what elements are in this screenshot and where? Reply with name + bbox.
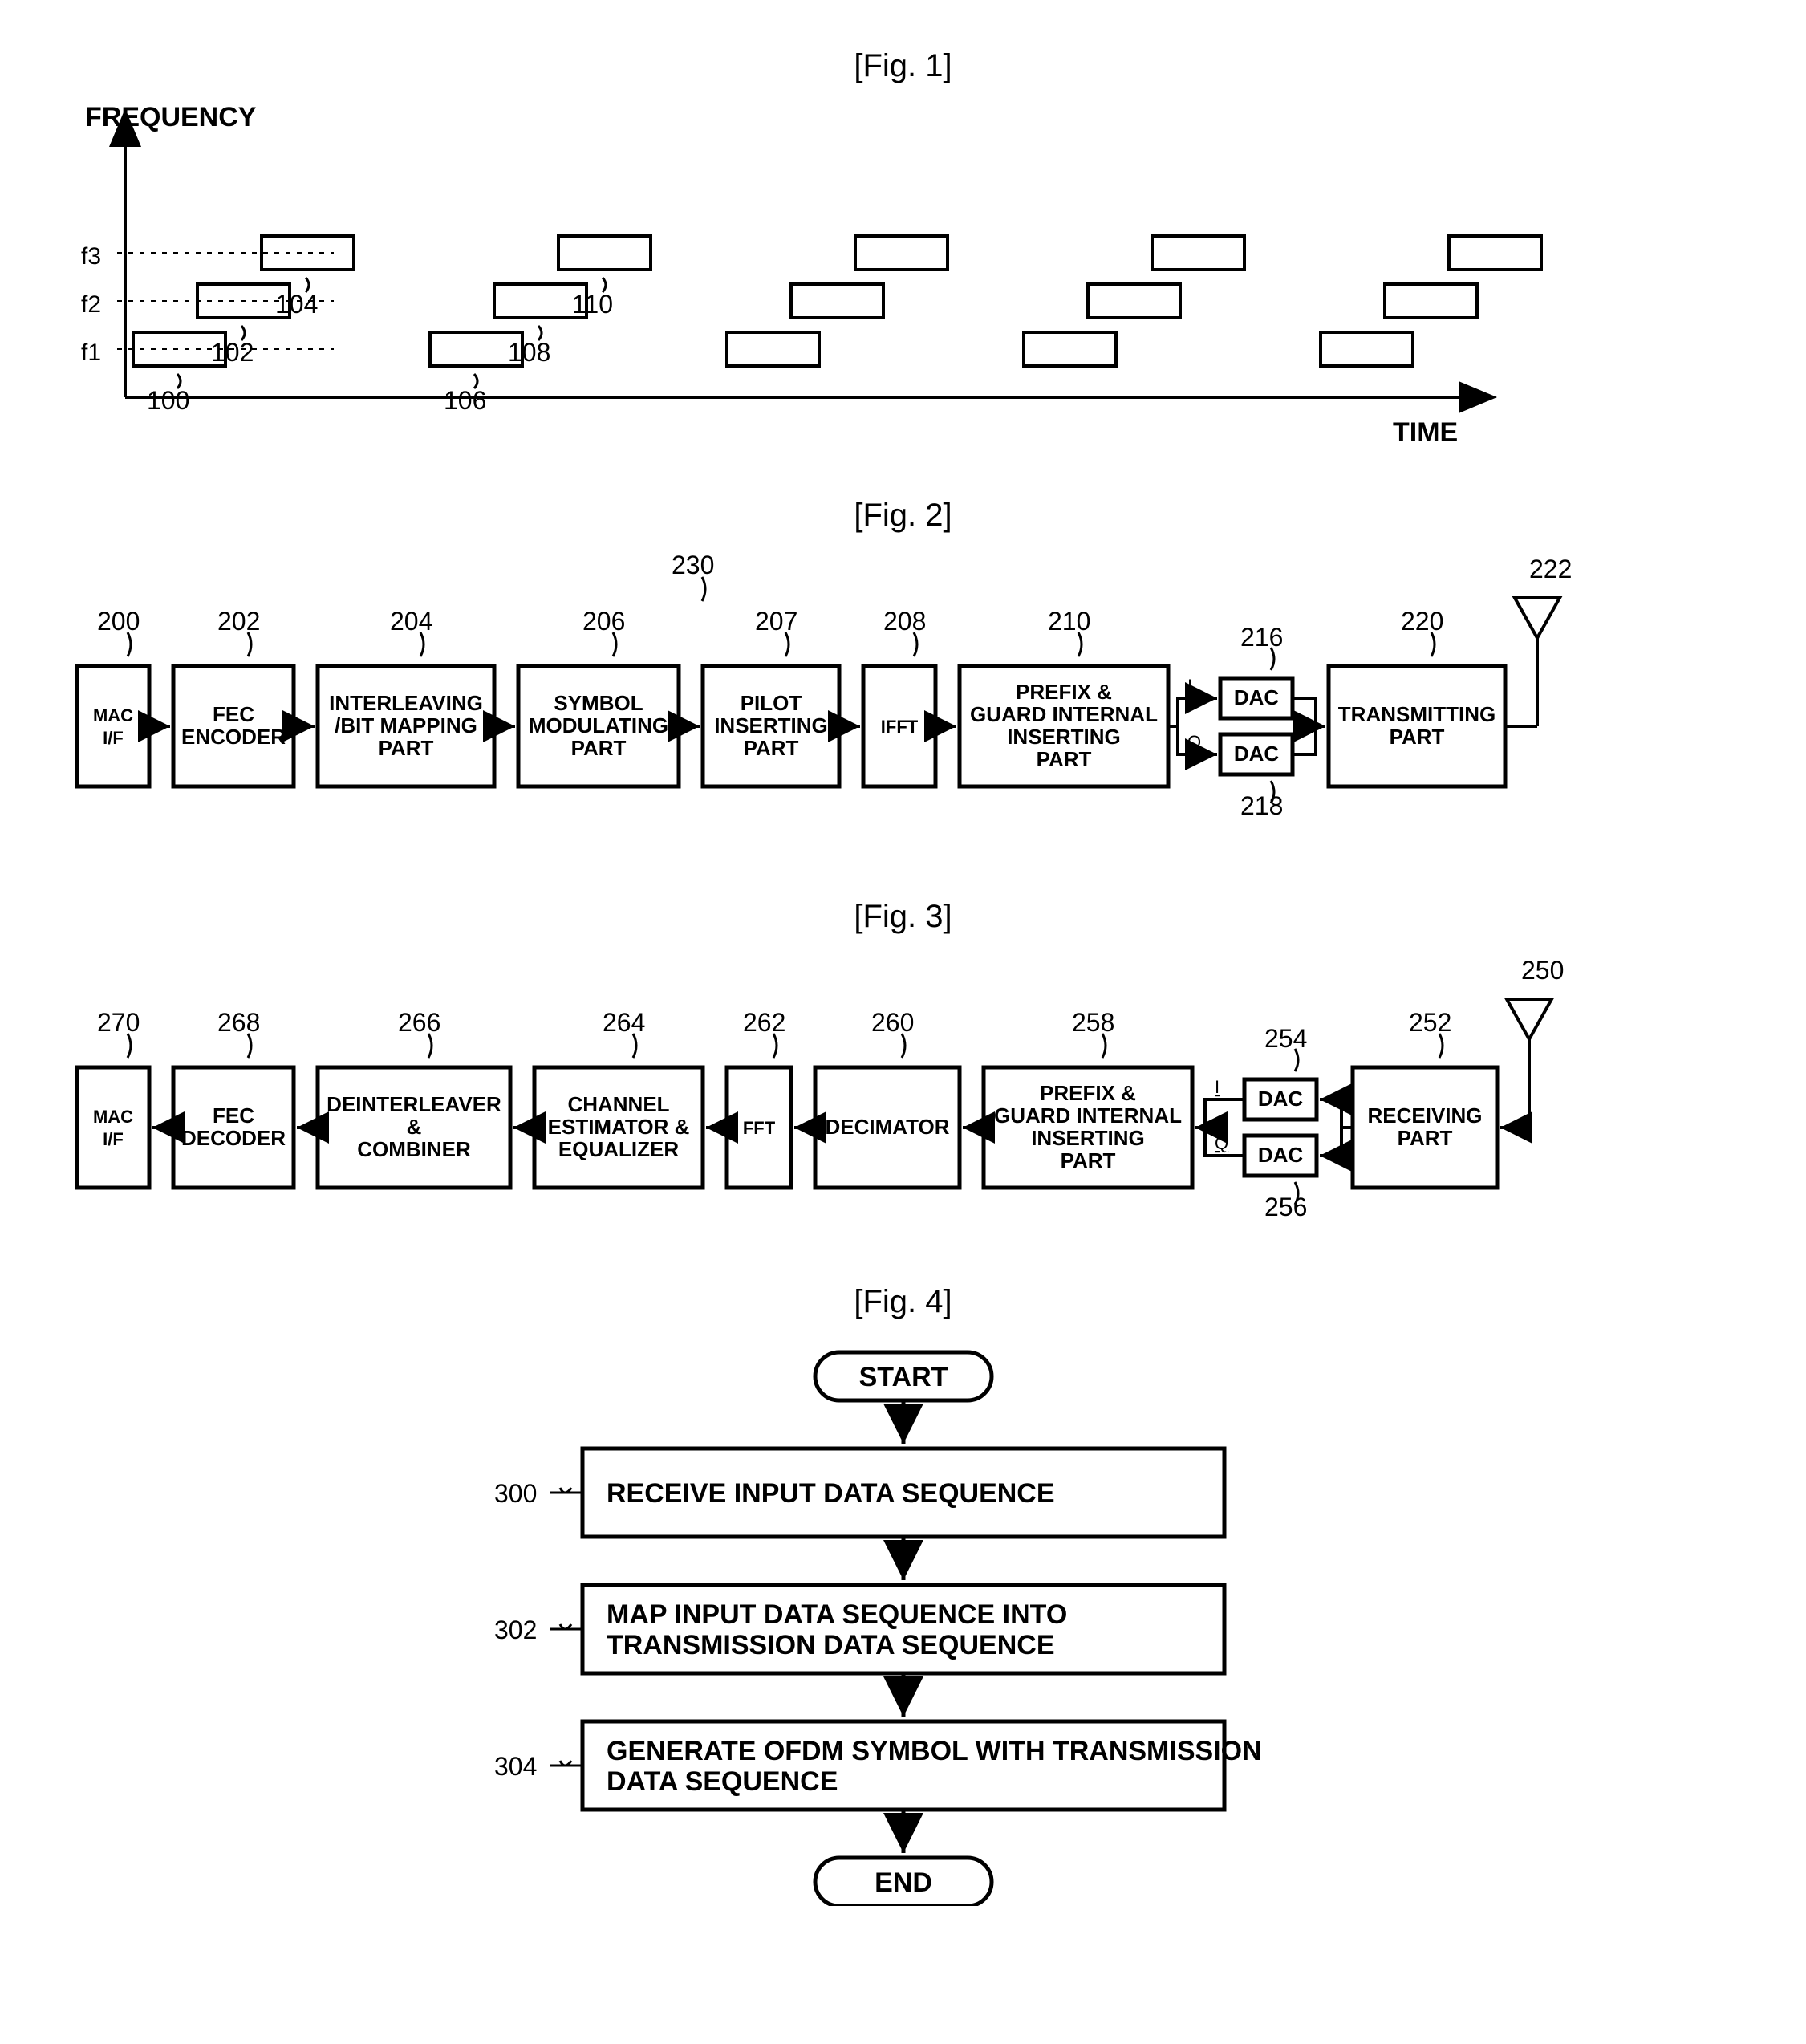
svg-text:102: 102 <box>211 338 254 367</box>
svg-text:110: 110 <box>572 290 613 319</box>
svg-text:/BIT MAPPING: /BIT MAPPING <box>335 713 477 738</box>
svg-text:DAC: DAC <box>1233 742 1279 766</box>
svg-text:PREFIX &: PREFIX & <box>1040 1081 1136 1105</box>
svg-text:266: 266 <box>398 1008 440 1037</box>
svg-text:104: 104 <box>275 290 318 319</box>
svg-text:f2: f2 <box>81 291 101 318</box>
svg-text:210: 210 <box>1048 607 1090 636</box>
svg-text:I: I <box>1187 676 1192 696</box>
svg-text:ESTIMATOR &: ESTIMATOR & <box>547 1115 689 1139</box>
svg-text:START: START <box>858 1362 948 1392</box>
svg-text:MAC: MAC <box>92 705 132 725</box>
svg-text:SYMBOL: SYMBOL <box>554 691 643 715</box>
svg-text:I/F: I/F <box>103 728 124 748</box>
svg-text:DAC: DAC <box>1233 685 1279 709</box>
svg-text:RECEIVING: RECEIVING <box>1367 1103 1482 1128</box>
svg-text:EQUALIZER: EQUALIZER <box>558 1137 678 1161</box>
svg-text:106: 106 <box>444 386 486 415</box>
svg-text:FFT: FFT <box>742 1118 775 1138</box>
svg-text:256: 256 <box>1264 1193 1307 1221</box>
svg-text:f1: f1 <box>81 339 101 366</box>
svg-text:GUARD INTERNAL: GUARD INTERNAL <box>994 1103 1182 1128</box>
svg-text:302: 302 <box>494 1615 537 1644</box>
svg-text:Q: Q <box>1187 732 1201 752</box>
svg-text:202: 202 <box>217 607 260 636</box>
svg-text:PREFIX &: PREFIX & <box>1016 680 1112 704</box>
svg-text:268: 268 <box>217 1008 260 1037</box>
svg-text:GENERATE OFDM SYMBOL WITH TRAN: GENERATE OFDM SYMBOL WITH TRANSMISSION <box>607 1736 1262 1766</box>
svg-text:PART: PART <box>1397 1126 1452 1150</box>
svg-text:304: 304 <box>494 1752 537 1781</box>
svg-text:TRANSMITTING: TRANSMITTING <box>1337 702 1495 726</box>
svg-text:218: 218 <box>1240 791 1283 820</box>
fig1-svg: FREQUENCY TIME f3 f2 f1 100 102 104 106 108 110 <box>21 92 1625 477</box>
fig4-svg: START RECEIVE INPUT DATA SEQUENCE 300 MAP I… <box>342 1328 1465 1906</box>
svg-text:PART: PART <box>378 736 433 760</box>
svg-text:264: 264 <box>603 1008 645 1037</box>
svg-text:COMBINER: COMBINER <box>357 1137 471 1161</box>
svg-text:I/F: I/F <box>103 1129 124 1149</box>
svg-text:MAP INPUT DATA SEQUENCE INTO: MAP INPUT DATA SEQUENCE INTO <box>607 1599 1067 1630</box>
svg-text:INTERLEAVING: INTERLEAVING <box>329 691 483 715</box>
svg-text:PART: PART <box>1060 1148 1115 1172</box>
svg-text:252: 252 <box>1409 1008 1451 1037</box>
svg-text:f3: f3 <box>81 243 101 270</box>
svg-text:PART: PART <box>1036 747 1091 771</box>
svg-text:CHANNEL: CHANNEL <box>567 1092 669 1116</box>
svg-text:DECODER: DECODER <box>181 1126 285 1150</box>
fig3-svg: MACI/F 270 FECDECODER 268 DEINTERLEAVER&COMB… <box>21 943 1786 1264</box>
svg-text:PILOT: PILOT <box>740 691 802 715</box>
svg-text:260: 260 <box>871 1008 914 1037</box>
svg-text:250: 250 <box>1521 956 1564 985</box>
svg-text:254: 254 <box>1264 1024 1307 1053</box>
svg-text:DEINTERLEAVER: DEINTERLEAVER <box>327 1092 501 1116</box>
svg-text:DAC: DAC <box>1257 1087 1303 1111</box>
svg-text:FEC: FEC <box>213 702 254 726</box>
svg-text:270: 270 <box>97 1008 140 1037</box>
fig2-title: [Fig. 2] <box>21 498 1786 534</box>
svg-text:Q: Q <box>1215 1133 1228 1153</box>
svg-text:TRANSMISSION DATA SEQUENCE: TRANSMISSION DATA SEQUENCE <box>607 1630 1055 1660</box>
svg-text:204: 204 <box>390 607 432 636</box>
svg-text:TIME: TIME <box>1393 417 1458 448</box>
svg-text:PART: PART <box>1389 725 1444 749</box>
fig1-title: [Fig. 1] <box>21 48 1786 84</box>
svg-text:262: 262 <box>743 1008 785 1037</box>
svg-text:300: 300 <box>494 1479 537 1508</box>
svg-text:207: 207 <box>755 607 797 636</box>
svg-text:I: I <box>1215 1077 1220 1097</box>
svg-text:&: & <box>406 1115 421 1139</box>
fig3-title: [Fig. 3] <box>21 899 1786 935</box>
svg-text:DECIMATOR: DECIMATOR <box>825 1115 949 1139</box>
svg-text:108: 108 <box>508 338 550 367</box>
svg-text:INSERTING: INSERTING <box>714 713 828 738</box>
svg-text:GUARD INTERNAL: GUARD INTERNAL <box>970 702 1158 726</box>
svg-text:216: 216 <box>1240 623 1283 652</box>
svg-text:208: 208 <box>883 607 926 636</box>
svg-text:258: 258 <box>1072 1008 1114 1037</box>
svg-text:230: 230 <box>672 551 714 579</box>
fig2-svg: MAC I/F 200 FECENCODER 202 INTERLEAVING/BIT M… <box>21 542 1786 879</box>
fig4-title: [Fig. 4] <box>21 1284 1786 1320</box>
svg-text:220: 220 <box>1401 607 1443 636</box>
svg-text:DATA SEQUENCE: DATA SEQUENCE <box>607 1766 838 1797</box>
svg-text:INSERTING: INSERTING <box>1007 725 1121 749</box>
svg-text:END: END <box>875 1867 932 1898</box>
svg-text:MODULATING: MODULATING <box>528 713 668 738</box>
svg-text:DAC: DAC <box>1257 1143 1303 1167</box>
svg-text:IFFT: IFFT <box>880 717 918 737</box>
svg-text:100: 100 <box>147 386 189 415</box>
svg-text:INSERTING: INSERTING <box>1031 1126 1145 1150</box>
svg-text:FEC: FEC <box>213 1103 254 1128</box>
svg-text:RECEIVE INPUT DATA SEQUENCE: RECEIVE INPUT DATA SEQUENCE <box>607 1478 1055 1509</box>
svg-text:PART: PART <box>570 736 626 760</box>
svg-text:MAC: MAC <box>92 1107 132 1127</box>
svg-text:ENCODER: ENCODER <box>181 725 285 749</box>
svg-text:206: 206 <box>582 607 625 636</box>
svg-text:FREQUENCY: FREQUENCY <box>85 102 257 132</box>
svg-text:PART: PART <box>743 736 798 760</box>
svg-text:200: 200 <box>97 607 140 636</box>
svg-text:222: 222 <box>1529 555 1572 583</box>
